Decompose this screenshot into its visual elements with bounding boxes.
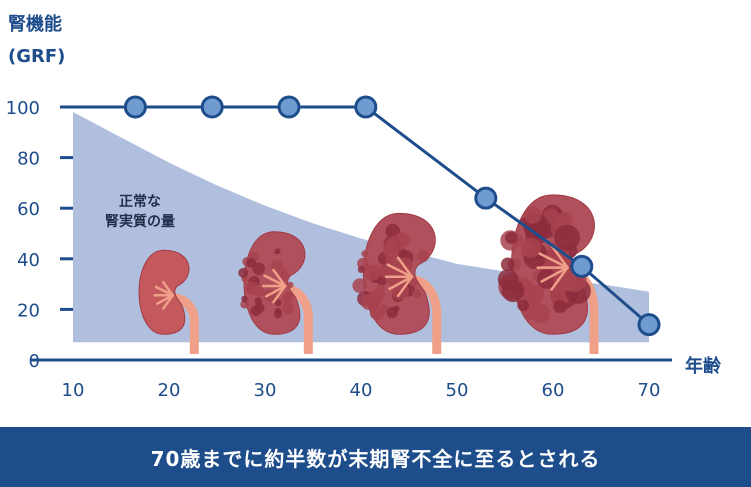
calyx-branch	[154, 285, 175, 297]
y-tick-label: 40	[17, 250, 40, 271]
cyst	[274, 248, 281, 255]
cyst	[246, 257, 257, 268]
data-point	[200, 95, 224, 119]
conclusion-text: 70歳までに約半数が末期腎不全に至るとされる	[150, 446, 601, 471]
cyst	[524, 206, 542, 224]
axes: 0 20 40 60 80 100 10 20 30 40 50 60 70	[6, 98, 672, 401]
cyst	[532, 287, 545, 299]
kidney-illustrations	[138, 194, 599, 354]
cyst	[360, 293, 377, 311]
cyst	[553, 300, 567, 313]
gfr-line-series	[73, 95, 661, 337]
cyst	[364, 264, 381, 281]
calyx-branch	[161, 294, 175, 310]
calyx-branch	[272, 268, 287, 288]
cyst	[287, 281, 294, 289]
calyx-branch	[550, 266, 569, 291]
cyst	[273, 310, 282, 319]
cyst	[241, 295, 248, 303]
conclusion-banner: 70歳までに約半数が末期腎不全に至るとされる	[0, 427, 751, 487]
cyst	[554, 224, 581, 251]
cyst	[361, 250, 369, 258]
area-label-line2: 腎実質の量	[105, 213, 175, 230]
cyst	[357, 266, 365, 273]
y-axis-title-line2: (GRF)	[8, 46, 65, 67]
calyx-branch	[155, 294, 175, 305]
cyst	[378, 263, 393, 278]
calyx-branch	[263, 274, 287, 288]
calyx-branch	[386, 263, 414, 279]
area-label-line1: 正常な	[119, 193, 161, 210]
x-tick-label: 40	[350, 380, 373, 401]
calyx-branch	[388, 275, 414, 291]
y-tick-label: 80	[17, 149, 40, 170]
cyst	[505, 231, 518, 244]
kidney-4	[497, 194, 599, 354]
cyst	[281, 302, 294, 315]
x-tick-label: 50	[446, 380, 469, 401]
cyst	[254, 302, 265, 314]
kidney-1	[138, 249, 199, 354]
cyst	[240, 300, 249, 309]
data-point	[474, 186, 498, 210]
y-tick-label: 100	[6, 98, 40, 119]
cyst	[386, 235, 404, 253]
calyx-branch	[272, 284, 287, 304]
kidney-2	[238, 231, 313, 354]
x-tick-label: 20	[158, 380, 181, 401]
cyst	[238, 267, 248, 278]
data-point	[123, 95, 147, 119]
area-label: 正常な 腎実質の量	[105, 193, 175, 230]
y-tick-label: 20	[17, 300, 40, 321]
x-tick-label: 10	[62, 380, 85, 401]
calyx-branch	[538, 252, 569, 269]
calyx-branch	[264, 284, 287, 298]
calyx-branch	[540, 266, 569, 283]
kidney-function-chart: 0 20 40 60 80 100 10 20 30 40 50 60 70 正常な 腎実質の量 腎機能…	[6, 13, 722, 401]
cyst	[245, 281, 259, 295]
cyst	[412, 289, 422, 299]
data-point	[277, 95, 301, 119]
data-point	[354, 95, 378, 119]
cyst	[375, 290, 386, 301]
y-axis-title-line1: 腎機能	[8, 13, 62, 35]
cyst	[552, 268, 576, 292]
y-tick-label: 60	[17, 199, 40, 220]
cyst	[410, 280, 417, 287]
cyst	[352, 278, 368, 293]
calyx-branch	[550, 244, 569, 269]
cyst	[282, 293, 293, 305]
calyx-branch	[396, 275, 414, 298]
cyst	[517, 299, 530, 312]
cyst	[279, 271, 290, 282]
cyst	[380, 303, 389, 312]
calyx-branch	[161, 280, 175, 297]
data-point	[637, 313, 661, 337]
cyst	[417, 250, 430, 263]
cyst	[385, 223, 401, 239]
x-tick-label: 30	[254, 380, 277, 401]
cyst	[500, 257, 515, 272]
cyst	[274, 299, 282, 307]
calyx-branch	[396, 256, 414, 279]
cyst	[530, 303, 550, 324]
x-tick-label: 60	[542, 380, 565, 401]
x-tick-label: 70	[638, 380, 661, 401]
data-point	[570, 254, 594, 278]
y-tick-label: 0	[29, 351, 40, 372]
x-axis-title: 年齢	[685, 355, 722, 377]
cyst	[501, 279, 525, 303]
cyst	[520, 237, 542, 258]
cyst	[386, 306, 398, 319]
kidney-3	[352, 212, 442, 354]
